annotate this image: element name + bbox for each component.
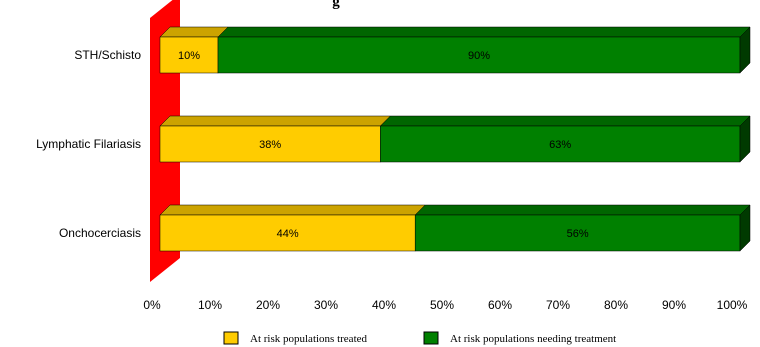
x-tick-label: 10% bbox=[198, 298, 222, 312]
x-axis-ticks: 0% 10% 20% 30% 40% 50% 60% 70% 80% 90% 100% bbox=[143, 298, 747, 312]
legend-label: At risk populations needing treatment bbox=[450, 333, 616, 345]
x-tick-label: 20% bbox=[256, 298, 280, 312]
x-tick-label: 60% bbox=[488, 298, 512, 312]
bar-side bbox=[739, 115, 751, 163]
bar-top bbox=[217, 26, 751, 38]
bar-top bbox=[159, 204, 426, 216]
x-tick-label: 90% bbox=[662, 298, 686, 312]
bar-segment bbox=[159, 125, 381, 163]
bars: 10% 90% 38% 63% 44% 56% bbox=[159, 26, 751, 252]
data-label: 56% bbox=[567, 228, 589, 240]
bar-top bbox=[414, 204, 751, 216]
x-tick-label: 40% bbox=[372, 298, 396, 312]
legend: At risk populations treated At risk popul… bbox=[223, 331, 616, 345]
bar-group: 44% 56% bbox=[159, 204, 751, 252]
data-label: 90% bbox=[468, 50, 490, 62]
bar-top bbox=[159, 115, 392, 127]
legend-swatch bbox=[223, 331, 239, 345]
x-tick-label: 100% bbox=[717, 298, 748, 312]
bar-segment bbox=[159, 214, 416, 252]
bar-group: 38% 63% bbox=[159, 115, 751, 163]
bar-side bbox=[739, 26, 751, 74]
chart-title: g bbox=[332, 0, 340, 10]
category-label: Lymphatic Filariasis bbox=[36, 137, 141, 151]
data-label: 10% bbox=[178, 50, 200, 62]
bar-segment bbox=[380, 125, 741, 163]
bar-top bbox=[159, 26, 229, 38]
legend-swatch bbox=[423, 331, 439, 345]
data-label: 38% bbox=[259, 139, 281, 151]
bar-segment bbox=[414, 214, 741, 252]
bar-top bbox=[379, 115, 751, 127]
bar-segment bbox=[217, 36, 741, 74]
bar-group: 10% 90% bbox=[159, 26, 751, 74]
category-label: Onchocerciasis bbox=[59, 226, 141, 240]
bar-side bbox=[739, 204, 751, 252]
data-label: 63% bbox=[549, 139, 571, 151]
category-labels: STH/Schisto Lymphatic Filariasis Onchocerc… bbox=[36, 48, 141, 240]
x-tick-label: 50% bbox=[430, 298, 454, 312]
category-label: STH/Schisto bbox=[74, 48, 141, 62]
x-tick-label: 0% bbox=[143, 298, 161, 312]
legend-label: At risk populations treated bbox=[250, 333, 368, 345]
data-label: 44% bbox=[277, 228, 299, 240]
x-tick-label: 70% bbox=[546, 298, 570, 312]
x-tick-label: 80% bbox=[604, 298, 628, 312]
x-tick-label: 30% bbox=[314, 298, 338, 312]
